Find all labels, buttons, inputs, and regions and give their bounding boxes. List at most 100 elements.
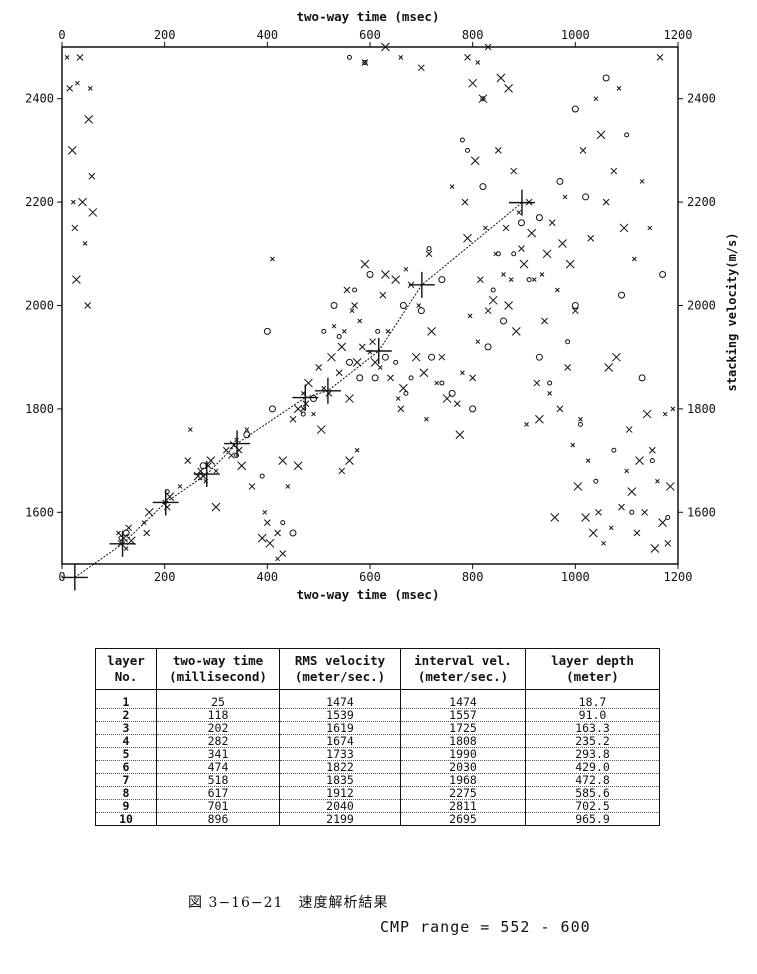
semblance-peak-x-mark bbox=[619, 223, 629, 233]
semblance-peak-x-mark bbox=[211, 502, 221, 512]
semblance-peak-x-mark bbox=[470, 156, 480, 166]
semblance-peak-x-mark bbox=[647, 225, 653, 231]
cell-layer-depth: 163.3 bbox=[525, 721, 660, 735]
table-row: 10 896 2199 2695 965.9 bbox=[95, 812, 660, 826]
col-header-line2: (meter) bbox=[566, 669, 619, 684]
semblance-peak-x-mark bbox=[354, 447, 360, 453]
semblance-peak-x-mark bbox=[377, 365, 383, 370]
cell-rms-velocity: 1674 bbox=[279, 734, 401, 748]
semblance-peak-x-mark bbox=[555, 287, 560, 293]
semblance-peak-x-mark bbox=[71, 224, 79, 232]
semblance-peak-o-mark bbox=[263, 327, 271, 335]
cell-two-way-time: 25 bbox=[156, 689, 280, 709]
semblance-peak-o-mark bbox=[438, 276, 446, 284]
semblance-peak-x-mark bbox=[539, 272, 545, 277]
semblance-peak-x-mark bbox=[357, 318, 363, 324]
semblance-peak-x-mark bbox=[438, 353, 446, 361]
semblance-peak-o-mark bbox=[526, 277, 532, 283]
semblance-peak-x-mark bbox=[670, 406, 676, 412]
cell-interval-vel: 1968 bbox=[400, 773, 526, 787]
semblance-peak-x-mark bbox=[84, 302, 92, 309]
semblance-peak-x-mark bbox=[84, 115, 94, 124]
semblance-peak-o-mark bbox=[638, 374, 646, 382]
semblance-peak-x-mark bbox=[658, 518, 667, 527]
semblance-peak-x-mark bbox=[335, 369, 343, 377]
semblance-peak-x-mark bbox=[463, 233, 472, 243]
y-tick-label-left: 2000 bbox=[25, 299, 54, 313]
semblance-peak-x-mark bbox=[510, 167, 518, 175]
semblance-peak-x-mark bbox=[587, 234, 595, 242]
semblance-peak-x-mark bbox=[475, 339, 481, 345]
semblance-peak-x-mark bbox=[578, 416, 583, 422]
semblance-peak-x-mark bbox=[612, 352, 621, 362]
cell-layer-no: 6 bbox=[95, 760, 157, 774]
cell-layer-depth: 585.6 bbox=[525, 786, 660, 800]
table-body: 1 25 1474 1474 18.7 2 118 1539 1557 91.0 3 202 1619 1… bbox=[95, 689, 660, 826]
semblance-peak-x-mark bbox=[467, 313, 473, 319]
semblance-peak-x-mark bbox=[501, 272, 506, 277]
semblance-peak-x-mark bbox=[625, 426, 633, 433]
semblance-peak-x-mark bbox=[502, 224, 510, 232]
table-row: 6 474 1822 2030 429.0 bbox=[95, 760, 660, 774]
y-tick-label-left: 1600 bbox=[25, 505, 54, 519]
semblance-peak-x-mark bbox=[662, 411, 668, 417]
y-tick-label-left: 1800 bbox=[25, 402, 54, 416]
semblance-peak-o-mark bbox=[352, 287, 358, 293]
semblance-peak-o-mark bbox=[593, 478, 599, 484]
semblance-peak-x-mark bbox=[427, 326, 436, 336]
semblance-peak-x-mark bbox=[604, 363, 614, 372]
cell-rms-velocity: 1619 bbox=[279, 721, 401, 735]
x-tick-label-top: 600 bbox=[359, 28, 381, 42]
semblance-peak-x-mark bbox=[274, 529, 281, 537]
y-tick-label-left: 2400 bbox=[25, 92, 54, 106]
semblance-peak-o-mark bbox=[490, 287, 496, 293]
semblance-peak-x-mark bbox=[478, 94, 488, 104]
cell-rms-velocity: 1539 bbox=[279, 708, 401, 722]
semblance-peak-o-mark bbox=[659, 270, 667, 278]
cell-two-way-time: 341 bbox=[156, 747, 280, 761]
semblance-peak-x-mark bbox=[442, 394, 452, 403]
figure-caption: 図 3−16−21 速度解析結果 bbox=[188, 895, 389, 911]
cell-layer-no: 9 bbox=[95, 799, 157, 813]
top-x-axis-label: two-way time (msec) bbox=[297, 9, 440, 24]
semblance-peak-x-mark bbox=[184, 457, 192, 464]
semblance-peak-x-mark bbox=[417, 64, 425, 72]
semblance-peak-o-mark bbox=[289, 529, 297, 537]
semblance-peak-x-mark bbox=[641, 508, 648, 516]
semblance-peak-o-mark bbox=[426, 246, 432, 252]
semblance-peak-x-mark bbox=[527, 228, 537, 238]
semblance-peak-x-mark bbox=[511, 326, 521, 336]
semblance-peak-x-mark bbox=[411, 352, 421, 362]
semblance-peak-o-mark bbox=[346, 54, 352, 60]
semblance-peak-x-mark bbox=[434, 380, 440, 386]
semblance-peak-x-mark bbox=[548, 219, 556, 227]
semblance-peak-x-mark bbox=[665, 482, 675, 491]
semblance-peak-x-mark bbox=[642, 409, 652, 419]
semblance-peak-x-mark bbox=[300, 406, 306, 412]
semblance-peak-x-mark bbox=[519, 259, 529, 269]
semblance-peak-x-mark bbox=[275, 556, 280, 562]
semblance-peak-x-mark bbox=[508, 277, 514, 283]
semblance-peak-o-mark bbox=[300, 411, 306, 417]
semblance-peak-x-mark bbox=[547, 391, 553, 396]
velocity-results-table: layer No. two-way time (millisecond) RMS… bbox=[95, 648, 660, 826]
semblance-peak-x-mark bbox=[416, 303, 422, 308]
col-header-line2: No. bbox=[114, 669, 138, 684]
y-tick-label-left: 2200 bbox=[25, 195, 54, 209]
col-header-layer-depth: layer depth (meter) bbox=[525, 648, 660, 690]
semblance-peak-x-mark bbox=[610, 167, 618, 175]
semblance-peak-x-mark bbox=[570, 442, 576, 448]
semblance-peak-x-mark bbox=[542, 249, 552, 259]
cell-layer-no: 1 bbox=[95, 689, 157, 709]
semblance-peak-o-mark bbox=[565, 339, 571, 345]
cell-layer-no: 5 bbox=[95, 747, 157, 761]
semblance-peak-o-mark bbox=[310, 395, 318, 403]
col-header-interval-vel: interval vel. (meter/sec.) bbox=[400, 648, 526, 690]
semblance-peak-x-mark bbox=[285, 484, 291, 489]
x-tick-label-top: 800 bbox=[462, 28, 484, 42]
semblance-peak-x-mark bbox=[484, 43, 492, 51]
semblance-peak-o-mark bbox=[556, 177, 564, 185]
table-row: 4 282 1674 1808 235.2 bbox=[95, 734, 660, 748]
semblance-peak-x-mark bbox=[627, 487, 637, 496]
table-row: 5 341 1733 1990 293.8 bbox=[95, 747, 660, 761]
